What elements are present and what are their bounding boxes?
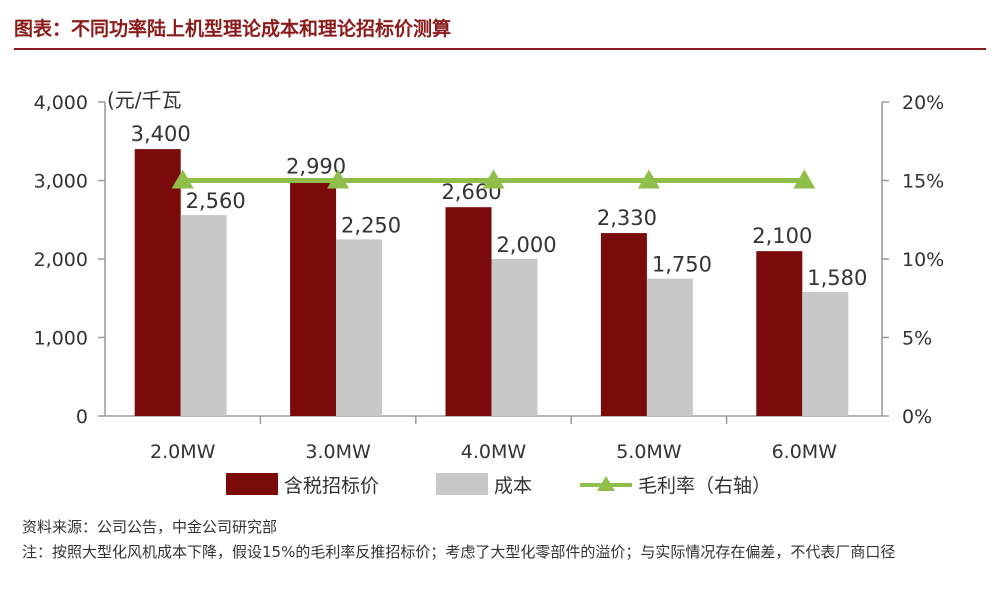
y-right-tick-label: 15% xyxy=(902,171,944,193)
margin-point xyxy=(637,169,660,189)
source-note: 资料来源：公司公告，中金公司研究部 xyxy=(22,518,278,536)
bar-bid-price xyxy=(600,233,647,416)
chart-notes: 资料来源：公司公告，中金公司研究部 注：按照大型化风机成本下降，假设15%的毛利… xyxy=(22,515,987,565)
data-label-bid-price: 2,100 xyxy=(752,224,812,248)
bar-line-chart: 0 1,000 2,000 3,000 4,000 (元/千瓦 0% 5% 10% 15% 20% 2… xyxy=(34,88,945,497)
footnote: 注：按照大型化风机成本下降，假设15%的毛利率反推招标价；考虑了大型化零部件的溢… xyxy=(22,543,896,561)
bar-bid-price xyxy=(134,149,181,416)
legend-swatch xyxy=(436,473,488,495)
y-left-tick-label: 2,000 xyxy=(34,249,88,271)
y-right-tick-label: 10% xyxy=(902,249,944,271)
legend-label: 成本 xyxy=(494,475,532,497)
legend-label: 毛利率（右轴） xyxy=(638,475,771,497)
data-label-cost: 2,560 xyxy=(186,189,246,213)
data-label-cost: 1,750 xyxy=(652,253,712,277)
y-left-tick-label: 4,000 xyxy=(34,92,88,114)
bar-cost xyxy=(802,291,849,416)
bar-bid-price xyxy=(290,181,337,416)
bar-cost xyxy=(491,259,538,416)
data-label-bid-price: 2,330 xyxy=(597,206,657,230)
bar-bid-price xyxy=(445,207,492,416)
x-tick-label: 4.0MW xyxy=(461,441,527,463)
margin-point xyxy=(793,169,816,189)
y-left-tick-label: 3,000 xyxy=(34,171,88,193)
data-label-cost: 2,000 xyxy=(496,233,556,257)
title-divider xyxy=(14,48,986,50)
y-left-tick-label: 0 xyxy=(76,406,88,428)
legend-swatch-marker xyxy=(597,476,615,491)
x-tick-label: 5.0MW xyxy=(616,441,682,463)
bar-cost xyxy=(180,215,227,416)
x-tick-label: 3.0MW xyxy=(305,441,371,463)
x-tick-label: 6.0MW xyxy=(772,441,838,463)
margin-point xyxy=(327,169,350,189)
legend-swatch xyxy=(226,473,278,495)
y-right-tick-label: 20% xyxy=(902,92,944,114)
data-label-cost: 2,250 xyxy=(341,213,401,237)
y-right-tick-label: 0% xyxy=(902,406,932,428)
x-tick-label: 2.0MW xyxy=(150,441,216,463)
y-left-tick-label: 1,000 xyxy=(34,328,88,350)
y-left-axis-label: (元/千瓦 xyxy=(107,88,182,112)
y-right-tick-label: 5% xyxy=(902,328,932,350)
legend-label: 含税招标价 xyxy=(284,475,379,497)
margin-point xyxy=(171,169,194,189)
data-label-bid-price: 3,400 xyxy=(131,122,191,146)
chart-title: 图表：不同功率陆上机型理论成本和理论招标价测算 xyxy=(14,18,452,40)
bar-cost xyxy=(646,278,693,416)
data-label-cost: 1,580 xyxy=(807,266,867,290)
bar-cost xyxy=(336,239,383,416)
bar-bid-price xyxy=(756,251,803,416)
margin-point xyxy=(482,169,505,189)
